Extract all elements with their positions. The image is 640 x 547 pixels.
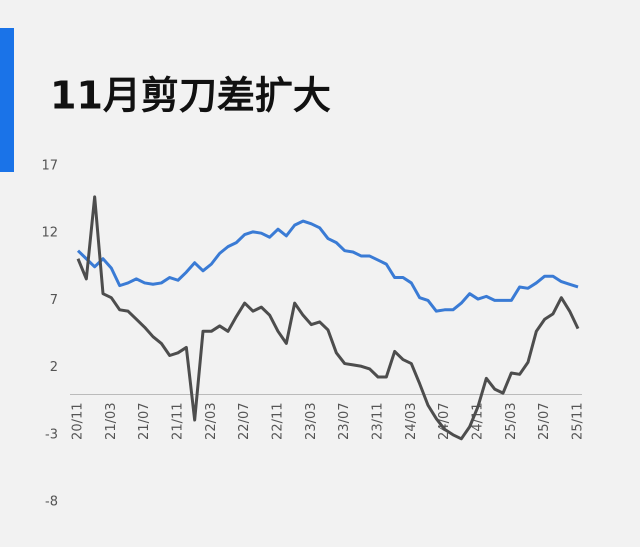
y-tick-label: 12 — [41, 226, 58, 241]
x-tick-label: 21/07 — [137, 402, 152, 439]
accent-bar — [0, 28, 14, 172]
x-tick-label: 21/03 — [104, 402, 119, 439]
x-tick-label: 20/11 — [71, 402, 86, 439]
x-tick-label: 25/03 — [504, 402, 519, 439]
chart-title: 11月剪刀差扩大 — [50, 74, 331, 118]
x-tick-label: 21/11 — [171, 402, 186, 439]
x-tick-label: 23/07 — [337, 402, 352, 439]
x-tick-label: 22/11 — [271, 402, 286, 439]
x-tick-label: 23/11 — [371, 402, 386, 439]
y-tick-label: -3 — [45, 427, 58, 442]
x-tick-label: 23/03 — [304, 402, 319, 439]
line-series — [76, 195, 580, 441]
y-tick-label: -8 — [45, 495, 58, 510]
x-tick-label: 25/07 — [537, 402, 552, 439]
y-tick-label: 2 — [50, 360, 58, 375]
y-tick-label: 7 — [50, 293, 58, 308]
y-tick-label: 17 — [41, 159, 58, 174]
x-tick-label: 22/07 — [237, 402, 252, 439]
x-tick-label: 24/03 — [404, 402, 419, 439]
x-tick-label: 25/11 — [571, 402, 586, 439]
line-series — [76, 219, 579, 313]
x-tick-label: 22/03 — [204, 402, 219, 439]
